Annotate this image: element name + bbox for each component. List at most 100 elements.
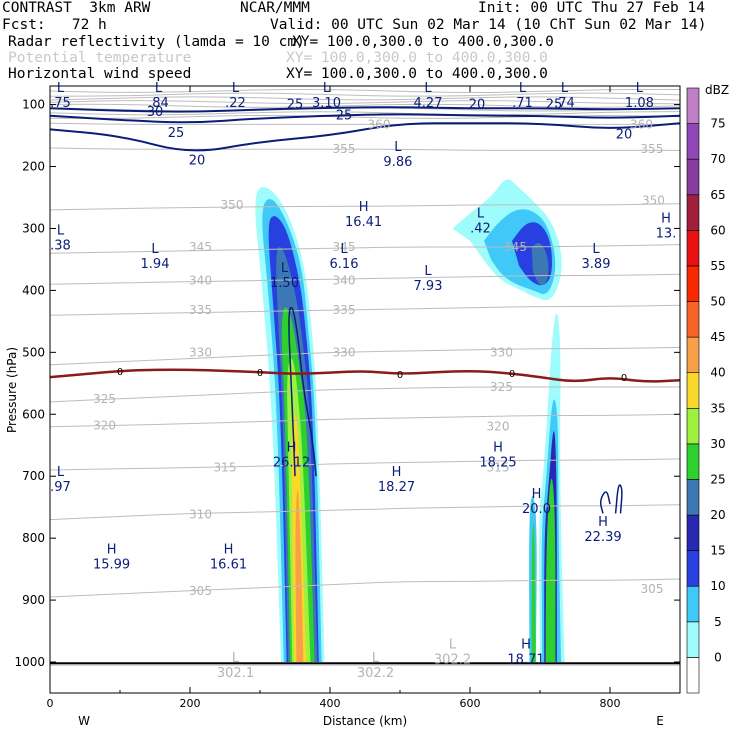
x-tick-label: 600 — [460, 697, 481, 710]
extremum-value: 302.2 — [357, 666, 394, 681]
freezing-level-contour — [50, 368, 680, 383]
x-tick-label: 800 — [600, 697, 621, 710]
extremum-value: 9.86 — [383, 155, 412, 170]
extremum-value: 4.27 — [414, 96, 443, 111]
y-tick-label: 100 — [22, 98, 45, 112]
colorbar-level: 35 — [710, 401, 725, 415]
field-2-xy: XY= 100.0,300.0 to 400.0,300.0 — [286, 50, 548, 66]
isentrope-label: 350 — [642, 194, 665, 208]
colorbar-swatch — [686, 443, 700, 480]
colorbar-swatch — [686, 194, 700, 231]
extremum-value: 18.27 — [378, 480, 415, 495]
wind-contour-20 — [50, 122, 680, 152]
extremum-marker: H — [521, 637, 531, 652]
extremum-marker: L — [57, 224, 65, 239]
organization-label: NCAR/MMM — [240, 0, 310, 16]
colorbar-swatch — [686, 585, 700, 623]
extremum-marker: H — [532, 487, 542, 502]
isentrope-label: 325 — [490, 380, 513, 394]
colorbar-swatch — [686, 123, 700, 160]
wind-label: 30 — [147, 105, 164, 120]
wind-label: 25 — [168, 126, 185, 141]
extremum-value: 18.25 — [479, 455, 516, 470]
extremum-value: 16.41 — [345, 215, 382, 230]
colorbar-swatch — [686, 550, 700, 587]
wind-contour-25 — [50, 113, 680, 124]
upper-isentrope — [50, 96, 680, 101]
extremum-value: 1.94 — [141, 257, 170, 272]
isentrope-label: 340 — [189, 273, 212, 287]
colorbar-level: 65 — [710, 188, 725, 202]
x-axis-label: Distance (km) — [323, 714, 407, 728]
extremum-marker: L — [394, 140, 402, 155]
extremum-value: 1.08 — [625, 96, 654, 111]
isentrope-label: 305 — [641, 582, 664, 596]
y-tick-label: 800 — [22, 531, 45, 545]
west-label: W — [78, 714, 90, 728]
isentrope-label: 335 — [333, 303, 356, 317]
isentrope-label: 360 — [368, 117, 391, 131]
colorbar-swatch — [686, 479, 700, 516]
field-2-name: Potential temperature — [8, 50, 192, 66]
colorbar-level: 45 — [710, 330, 725, 344]
valid-time: Valid: 00 UTC Sun 02 Mar 14 (10 ChT Sun … — [270, 17, 707, 33]
colorbar-unit: dBZ — [705, 83, 729, 97]
extremum-marker: H — [359, 200, 369, 215]
x-tick-label: 200 — [180, 697, 201, 710]
extremum-value: 15.99 — [93, 558, 130, 573]
extremum-value: 1.50 — [270, 276, 299, 291]
colorbar-level: 55 — [710, 259, 725, 273]
extremum-value: 26.12 — [273, 455, 310, 470]
upper-isentrope — [50, 88, 680, 93]
extremum-value: 22.39 — [584, 530, 621, 545]
potential-temperature-contours — [50, 88, 680, 666]
colorbar-level: 30 — [710, 437, 725, 451]
colorbar-swatch — [686, 301, 700, 338]
wind-label: 25 — [546, 98, 563, 113]
colorbar-level: 0 — [714, 650, 722, 664]
wind-label: 20 — [469, 98, 486, 113]
isentrope-355 — [50, 147, 680, 151]
isentrope-label: 335 — [189, 303, 212, 317]
extremum-marker: H — [107, 543, 117, 558]
colorbar-level: 15 — [710, 544, 725, 558]
isentrope-320 — [50, 413, 680, 428]
extremum-marker: H — [493, 440, 503, 455]
colorbar-level: 50 — [710, 295, 725, 309]
extremum-marker: L — [477, 206, 485, 221]
colorbar-level: 60 — [710, 223, 725, 237]
isentrope-label: 320 — [93, 418, 116, 432]
extremum-marker: L — [340, 242, 348, 257]
x-tick-label: 400 — [320, 697, 341, 710]
extremum-value: 13. — [656, 226, 677, 241]
colorbar-level: 75 — [710, 117, 725, 131]
extremum-marker: L — [232, 81, 240, 96]
field-3-name: Horizontal wind speed — [8, 66, 192, 82]
isentrope-315 — [50, 458, 680, 471]
extremum-marker: L — [323, 81, 331, 96]
isentrope-label: 325 — [93, 392, 116, 406]
y-axis-label: Pressure (hPa) — [5, 347, 19, 433]
isentrope-label: 345 — [189, 240, 212, 254]
field-3-xy: XY= 100.0,300.0 to 400.0,300.0 — [286, 66, 548, 82]
east-cell-outline-b — [614, 484, 623, 514]
isentrope-label: 350 — [221, 198, 244, 212]
isentrope-label: 340 — [333, 273, 356, 287]
isentrope-label: 360 — [630, 117, 653, 131]
wind-label: 20 — [616, 127, 633, 142]
upper-isentrope — [50, 111, 680, 116]
isentrope-label: 305 — [189, 584, 212, 598]
extremum-value: 6.16 — [330, 257, 359, 272]
freezing-level-label: 0 — [397, 370, 403, 381]
extremum-marker: H — [224, 543, 234, 558]
y-tick-label: 900 — [22, 593, 45, 607]
y-tick-label: 700 — [22, 469, 45, 483]
extremum-marker: L — [449, 637, 457, 652]
isentrope-345 — [50, 244, 680, 254]
isentrope-310 — [50, 504, 680, 521]
extremum-value: 7.93 — [414, 279, 443, 294]
isentrope-340 — [50, 273, 680, 285]
extremum-marker: L — [57, 81, 65, 96]
freezing-level-label: 0 — [509, 369, 515, 380]
east-column-30dbz — [545, 478, 556, 662]
